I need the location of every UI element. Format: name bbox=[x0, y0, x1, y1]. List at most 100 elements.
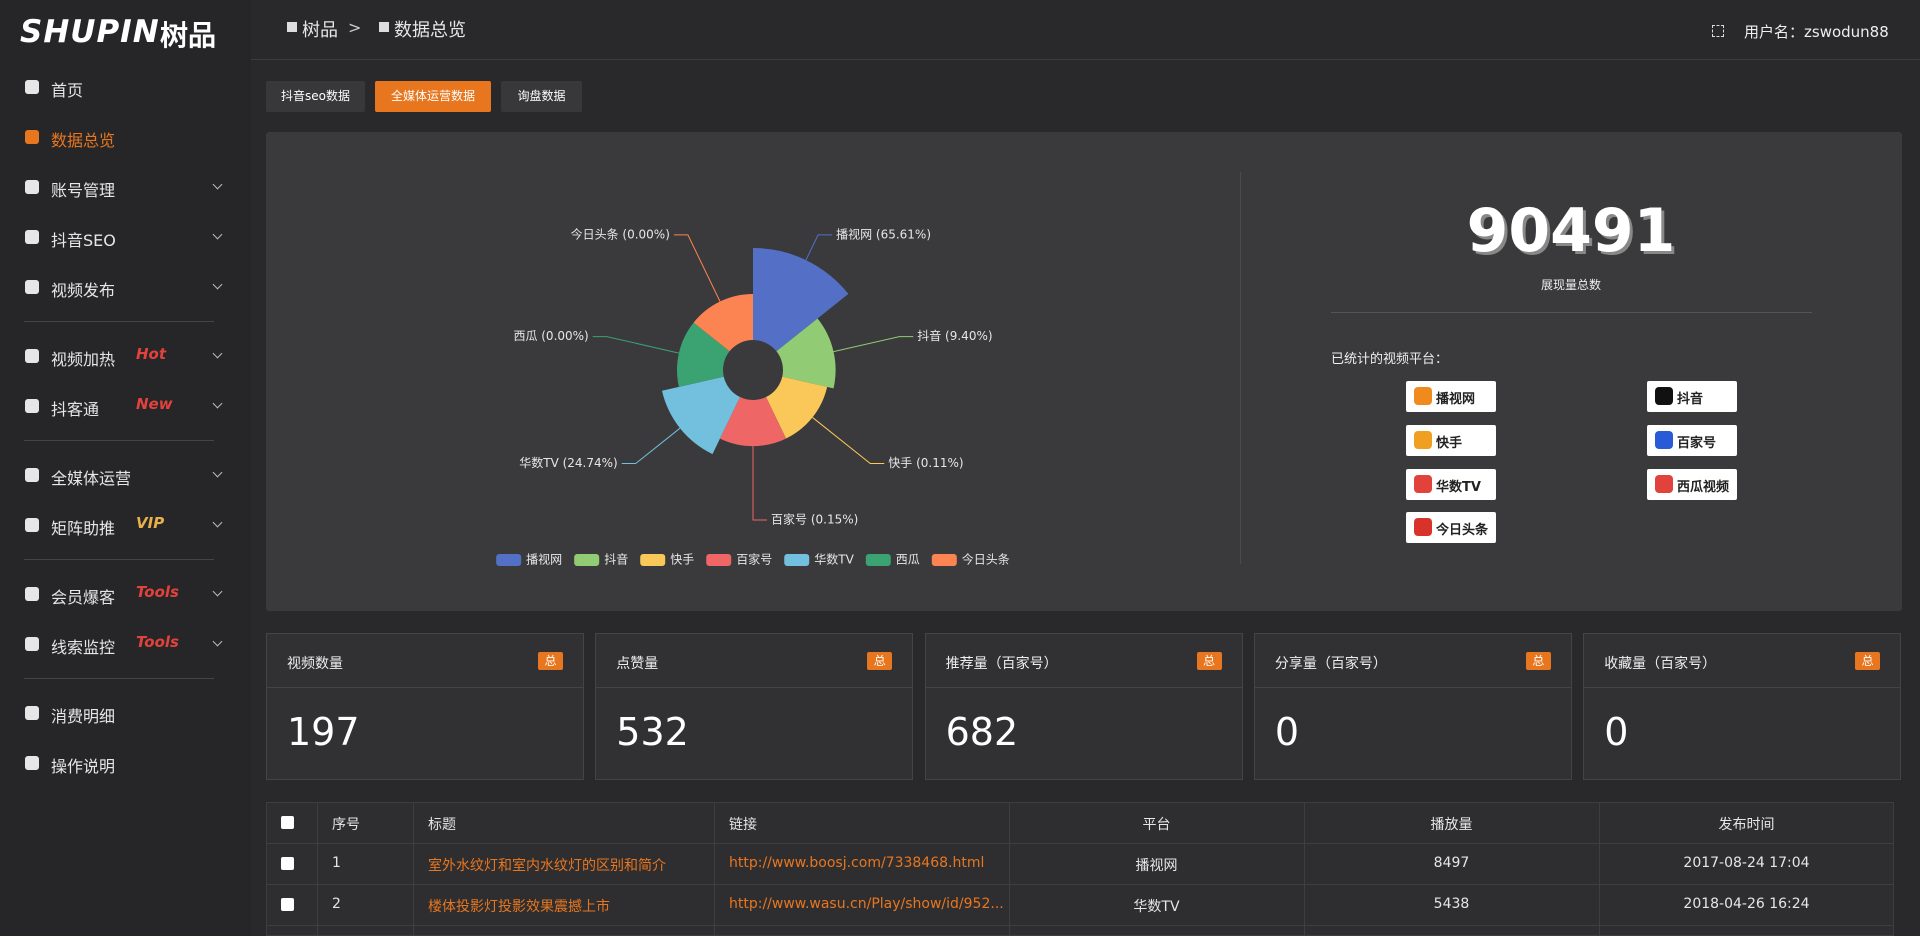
platform-logo: 西瓜视频 bbox=[1647, 469, 1737, 500]
data-label: 华数TV (24.74%) bbox=[519, 455, 617, 470]
label-line bbox=[621, 427, 681, 465]
chart: 播视网 (65.61%) 抖音 (9.40%) 快手 (0.11%) 百家号 (0.1… bbox=[496, 226, 1010, 567]
tab[interactable]: 抖音seo数据 bbox=[266, 81, 365, 112]
stat-card: 点赞量 总 532 bbox=[595, 633, 914, 780]
breadcrumb-item: 树品 bbox=[302, 20, 338, 41]
table-header: 链接 bbox=[729, 817, 757, 833]
menu-separator bbox=[24, 678, 214, 679]
platform-name: 西瓜视频 bbox=[1677, 480, 1730, 495]
data-label: 抖音 (9.40%) bbox=[917, 328, 992, 343]
stat-card: 视频数量 总 197 bbox=[266, 633, 584, 780]
row-checkbox[interactable] bbox=[281, 898, 294, 911]
data-label: 今日头条 (0.00%) bbox=[571, 226, 670, 241]
table-cell: 1 bbox=[332, 855, 341, 871]
menu-item[interactable]: 操作说明 bbox=[51, 757, 116, 776]
stat-divider bbox=[267, 687, 583, 688]
table-cell: 2017-08-24 17:04 bbox=[1683, 855, 1810, 871]
stat-value: 532 bbox=[616, 710, 689, 754]
chart-panel bbox=[266, 132, 1902, 611]
menu-item[interactable]: 账号管理 bbox=[51, 181, 116, 200]
legend-swatch bbox=[784, 554, 810, 566]
menu-item[interactable]: 抖音SEO bbox=[51, 231, 116, 250]
menu-item[interactable]: 矩阵助推 bbox=[51, 519, 116, 538]
label-line bbox=[833, 336, 914, 353]
total-label: 展现量总数 bbox=[1540, 278, 1601, 292]
table-cell: 2018-04-26 16:24 bbox=[1683, 896, 1810, 912]
menu-item[interactable]: 抖客通 bbox=[51, 400, 100, 419]
stat-badge: 总 bbox=[1196, 652, 1222, 670]
stat-label: 点赞量 bbox=[616, 656, 659, 672]
platforms-label: 已统计的视频平台： bbox=[1331, 352, 1449, 367]
data-label: 西瓜 (0.00%) bbox=[513, 329, 588, 343]
table-header: 平台 bbox=[1142, 817, 1171, 833]
platform-logo: 今日头条 bbox=[1406, 512, 1496, 543]
stat-badge: 总 bbox=[1525, 652, 1551, 670]
label-line bbox=[812, 417, 885, 465]
menu-item[interactable]: 线索监控 bbox=[51, 638, 116, 657]
legend-label: 百家号 bbox=[736, 552, 772, 567]
menu-item[interactable]: 消费明细 bbox=[51, 707, 116, 726]
stat-divider bbox=[1584, 687, 1901, 688]
legend-label: 华数TV bbox=[814, 552, 854, 567]
label-line bbox=[805, 234, 833, 261]
stat-divider bbox=[1254, 687, 1571, 688]
menu-item[interactable]: 会员爆客 bbox=[51, 588, 116, 607]
platform-name: 抖音 bbox=[1677, 392, 1704, 407]
platform-icon bbox=[1414, 475, 1432, 493]
table-header: 播放量 bbox=[1430, 817, 1473, 833]
logo-cn: 树品 bbox=[160, 19, 217, 52]
platform-icon bbox=[1414, 518, 1432, 536]
table-column-border bbox=[1599, 802, 1600, 936]
legend-swatch bbox=[865, 554, 891, 566]
platform-name: 华数TV bbox=[1436, 480, 1481, 495]
menu-item[interactable]: 视频加热 bbox=[51, 350, 116, 369]
row-checkbox[interactable] bbox=[281, 857, 294, 870]
menu-item[interactable]: 视频发布 bbox=[51, 281, 116, 300]
table-link[interactable]: 楼体投影灯投影效果震撼上市 bbox=[428, 899, 610, 915]
platform-icon bbox=[1414, 387, 1432, 405]
table-header: 标题 bbox=[428, 817, 456, 833]
logo-text: SHUPIN bbox=[20, 14, 160, 50]
rose-sector bbox=[719, 397, 787, 447]
menu-badge: Hot bbox=[136, 345, 167, 363]
row-checkbox[interactable] bbox=[281, 816, 294, 829]
stat-badge: 总 bbox=[867, 652, 893, 670]
menu-icon bbox=[25, 637, 39, 651]
menu-icon bbox=[25, 280, 39, 294]
tab[interactable]: 全媒体运营数据 bbox=[375, 81, 491, 112]
rose-sector bbox=[677, 322, 730, 387]
data-label: 播视网 (65.61%) bbox=[836, 226, 931, 241]
table-link[interactable]: http://www.boosj.com/7338468.html bbox=[729, 855, 985, 871]
platform-logo: 播视网 bbox=[1406, 381, 1496, 412]
stat-value: 682 bbox=[945, 710, 1019, 754]
stat-divider bbox=[925, 687, 1242, 688]
menu-icon bbox=[25, 468, 39, 482]
platform-name: 播视网 bbox=[1436, 392, 1476, 407]
tab[interactable]: 询盘数据 bbox=[501, 81, 582, 112]
platform-logo: 百家号 bbox=[1647, 425, 1737, 456]
table-link[interactable]: 室外水纹灯和室内水纹灯的区别和简介 bbox=[428, 858, 666, 874]
menu-item[interactable]: 首页 bbox=[51, 81, 84, 100]
table bbox=[266, 802, 1894, 936]
label-line bbox=[592, 336, 680, 354]
menu-badge: Tools bbox=[136, 583, 179, 601]
menu-icon bbox=[25, 80, 39, 94]
menu-icon bbox=[25, 518, 39, 532]
menu-icon bbox=[25, 706, 39, 720]
menu-icon bbox=[25, 399, 39, 413]
menu-item[interactable]: 全媒体运营 bbox=[51, 469, 132, 488]
table-row-border bbox=[266, 843, 1894, 844]
rose-sector bbox=[693, 294, 753, 352]
table-column-border bbox=[1304, 802, 1305, 936]
breadcrumb-icon bbox=[379, 22, 389, 32]
table-link[interactable]: http://www.wasu.cn/Play/show/id/952... bbox=[729, 896, 1004, 912]
menu-item[interactable]: 数据总览 bbox=[51, 131, 116, 150]
legend-label: 快手 bbox=[670, 553, 694, 567]
platform-name: 百家号 bbox=[1677, 436, 1717, 451]
user-name[interactable]: 用户名：zswodun88 bbox=[1744, 23, 1889, 41]
stat-divider bbox=[596, 687, 913, 688]
menu-separator bbox=[24, 559, 214, 560]
table-cell: 5438 bbox=[1433, 896, 1470, 912]
fullscreen-icon[interactable] bbox=[1712, 25, 1724, 37]
